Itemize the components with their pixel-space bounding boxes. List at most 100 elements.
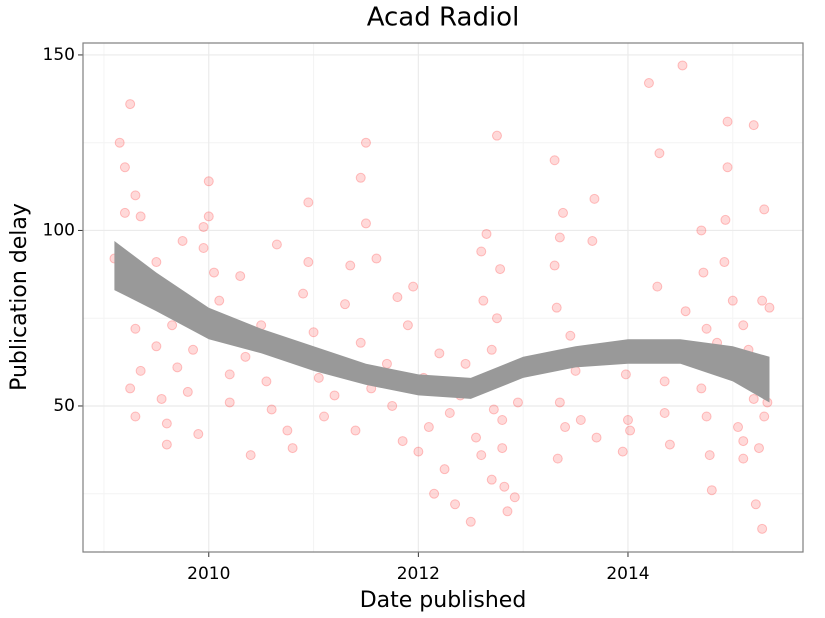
point <box>759 411 770 422</box>
plot-border <box>82 42 804 553</box>
point <box>764 302 775 313</box>
x-axis-label: Date published <box>360 588 527 613</box>
point <box>282 425 293 436</box>
point <box>554 397 565 408</box>
point <box>360 218 371 229</box>
point <box>677 60 688 71</box>
point <box>119 162 130 173</box>
point <box>491 130 502 141</box>
point <box>698 267 709 278</box>
chart-title: Acad Radiol <box>367 3 520 33</box>
point <box>471 432 482 443</box>
point <box>643 78 654 89</box>
point <box>182 386 193 397</box>
point <box>757 523 768 534</box>
x-tick-label: 2014 <box>606 564 649 584</box>
point <box>696 383 707 394</box>
point <box>167 320 178 331</box>
point <box>486 474 497 485</box>
point <box>423 422 434 433</box>
point <box>722 116 733 127</box>
point <box>381 358 392 369</box>
point <box>497 415 508 426</box>
point <box>271 239 282 250</box>
point <box>308 327 319 338</box>
point <box>188 344 199 355</box>
point <box>161 439 172 450</box>
point <box>617 446 628 457</box>
point <box>240 351 251 362</box>
point <box>203 176 214 187</box>
x-tick-label: 2012 <box>397 564 440 584</box>
point <box>476 246 487 257</box>
point <box>340 299 351 310</box>
point <box>476 450 487 461</box>
point <box>198 243 209 254</box>
point <box>465 516 476 527</box>
point <box>509 492 520 503</box>
point <box>738 436 749 447</box>
point <box>125 383 136 394</box>
point <box>549 155 560 166</box>
point <box>397 436 408 447</box>
point <box>235 271 246 282</box>
point <box>491 313 502 324</box>
point <box>355 337 366 348</box>
point <box>177 235 188 246</box>
point <box>587 235 598 246</box>
point <box>720 214 731 225</box>
point <box>392 292 403 303</box>
point <box>319 411 330 422</box>
y-tick-label: 50 <box>53 396 75 416</box>
point <box>355 172 366 183</box>
point <box>198 221 209 232</box>
point <box>371 253 382 264</box>
point <box>748 393 759 404</box>
point <box>360 137 371 148</box>
point <box>345 260 356 271</box>
point <box>209 267 220 278</box>
point <box>130 323 141 334</box>
point <box>495 264 506 275</box>
point <box>497 443 508 454</box>
point <box>502 506 513 517</box>
point <box>402 320 413 331</box>
point <box>130 411 141 422</box>
point <box>733 422 744 433</box>
point <box>753 443 764 454</box>
point <box>460 358 471 369</box>
point <box>704 450 715 461</box>
point <box>549 260 560 271</box>
point <box>329 390 340 401</box>
point <box>591 432 602 443</box>
point <box>486 344 497 355</box>
x-tick-label: 2010 <box>187 564 230 584</box>
point <box>701 323 712 334</box>
point <box>151 257 162 268</box>
point <box>696 225 707 236</box>
point <box>552 453 563 464</box>
point <box>701 411 712 422</box>
point <box>172 362 183 373</box>
point <box>738 320 749 331</box>
point <box>727 295 738 306</box>
point <box>750 499 761 510</box>
point <box>664 439 675 450</box>
point <box>439 464 450 475</box>
point <box>499 481 510 492</box>
point <box>261 376 272 387</box>
point <box>659 407 670 418</box>
point <box>488 404 499 415</box>
point <box>287 443 298 454</box>
point <box>224 397 235 408</box>
point <box>748 120 759 131</box>
point <box>130 190 141 201</box>
point <box>408 281 419 292</box>
point <box>478 295 489 306</box>
point <box>303 197 314 208</box>
point <box>706 485 717 496</box>
point <box>554 232 565 243</box>
point <box>565 330 576 341</box>
point <box>156 393 167 404</box>
